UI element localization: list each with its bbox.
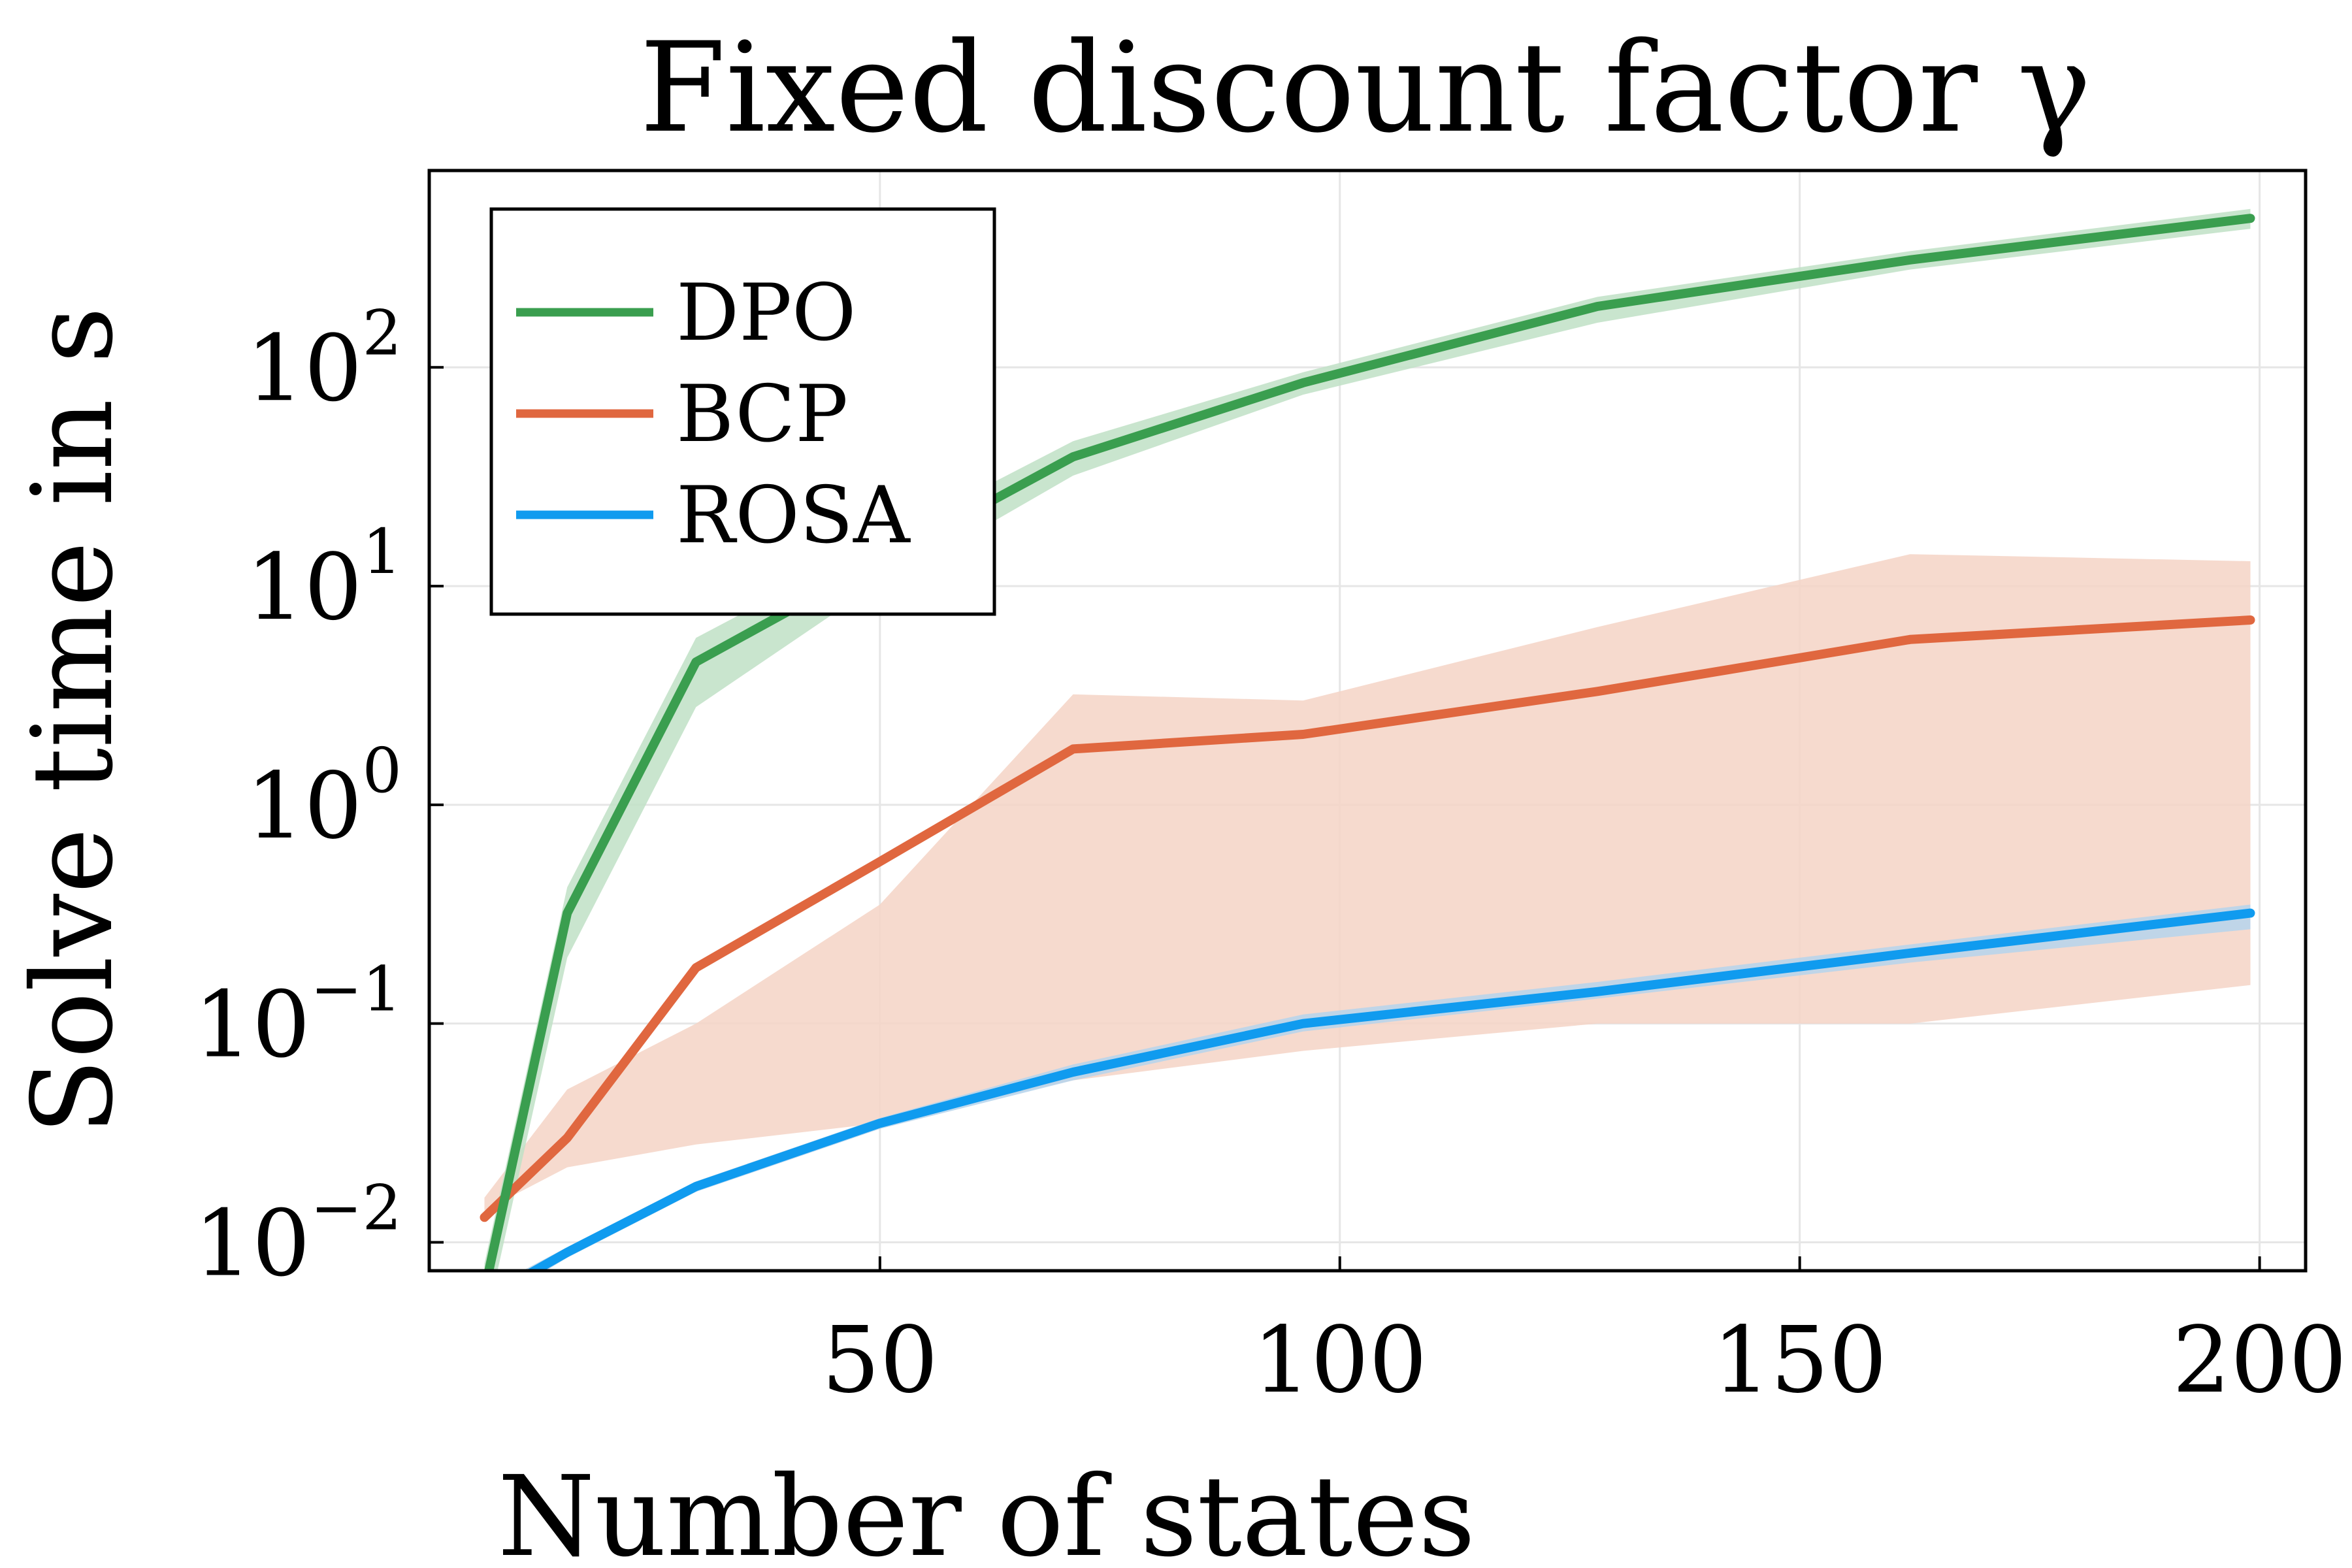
y-tick-label: 102 (246, 297, 402, 422)
line-rosa (525, 908, 2255, 1271)
x-axis-label: Number of states (498, 1452, 1476, 1568)
y-tick-base: 10 (246, 316, 362, 422)
confidence-bands (484, 208, 2251, 1271)
legend: DPO BCP ROSA (489, 207, 996, 616)
y-tick-base: 10 (246, 534, 362, 641)
chart-title: Fixed discount factor γ (640, 16, 2091, 160)
y-axis-label: Solve time in s (8, 306, 138, 1135)
y-tick-label: 101 (246, 516, 402, 641)
line-dpo (484, 214, 2255, 1271)
y-tick-exponent: 0 (363, 735, 402, 807)
y-tick-base: 10 (246, 753, 362, 860)
line-bcp (480, 615, 2255, 1222)
x-tick-label: 100 (1252, 1307, 1427, 1414)
y-tick-exponent: −1 (310, 954, 402, 1026)
x-tick-label: 50 (822, 1307, 938, 1414)
y-tick-base: 10 (194, 1190, 310, 1297)
series-lines (480, 214, 2255, 1271)
y-tick-label: 10−2 (194, 1172, 402, 1297)
y-tick-label: 10−1 (194, 954, 402, 1079)
band-bcp (484, 554, 2251, 1211)
legend-label-dpo: DPO (676, 268, 856, 359)
x-axis-ticks: 50 100 150 200 (822, 1256, 2347, 1414)
y-tick-exponent: −2 (310, 1172, 402, 1244)
y-tick-exponent: 2 (363, 297, 402, 369)
y-tick-exponent: 1 (363, 516, 402, 588)
plot-frame (427, 169, 2308, 1273)
y-tick-label: 100 (246, 735, 402, 860)
x-tick-label: 200 (2172, 1307, 2347, 1414)
legend-label-rosa: ROSA (676, 470, 911, 561)
band-rosa (522, 904, 2251, 1271)
legend-label-bcp: BCP (676, 369, 848, 460)
y-tick-base: 10 (194, 972, 310, 1079)
x-tick-label: 150 (1712, 1307, 1887, 1414)
